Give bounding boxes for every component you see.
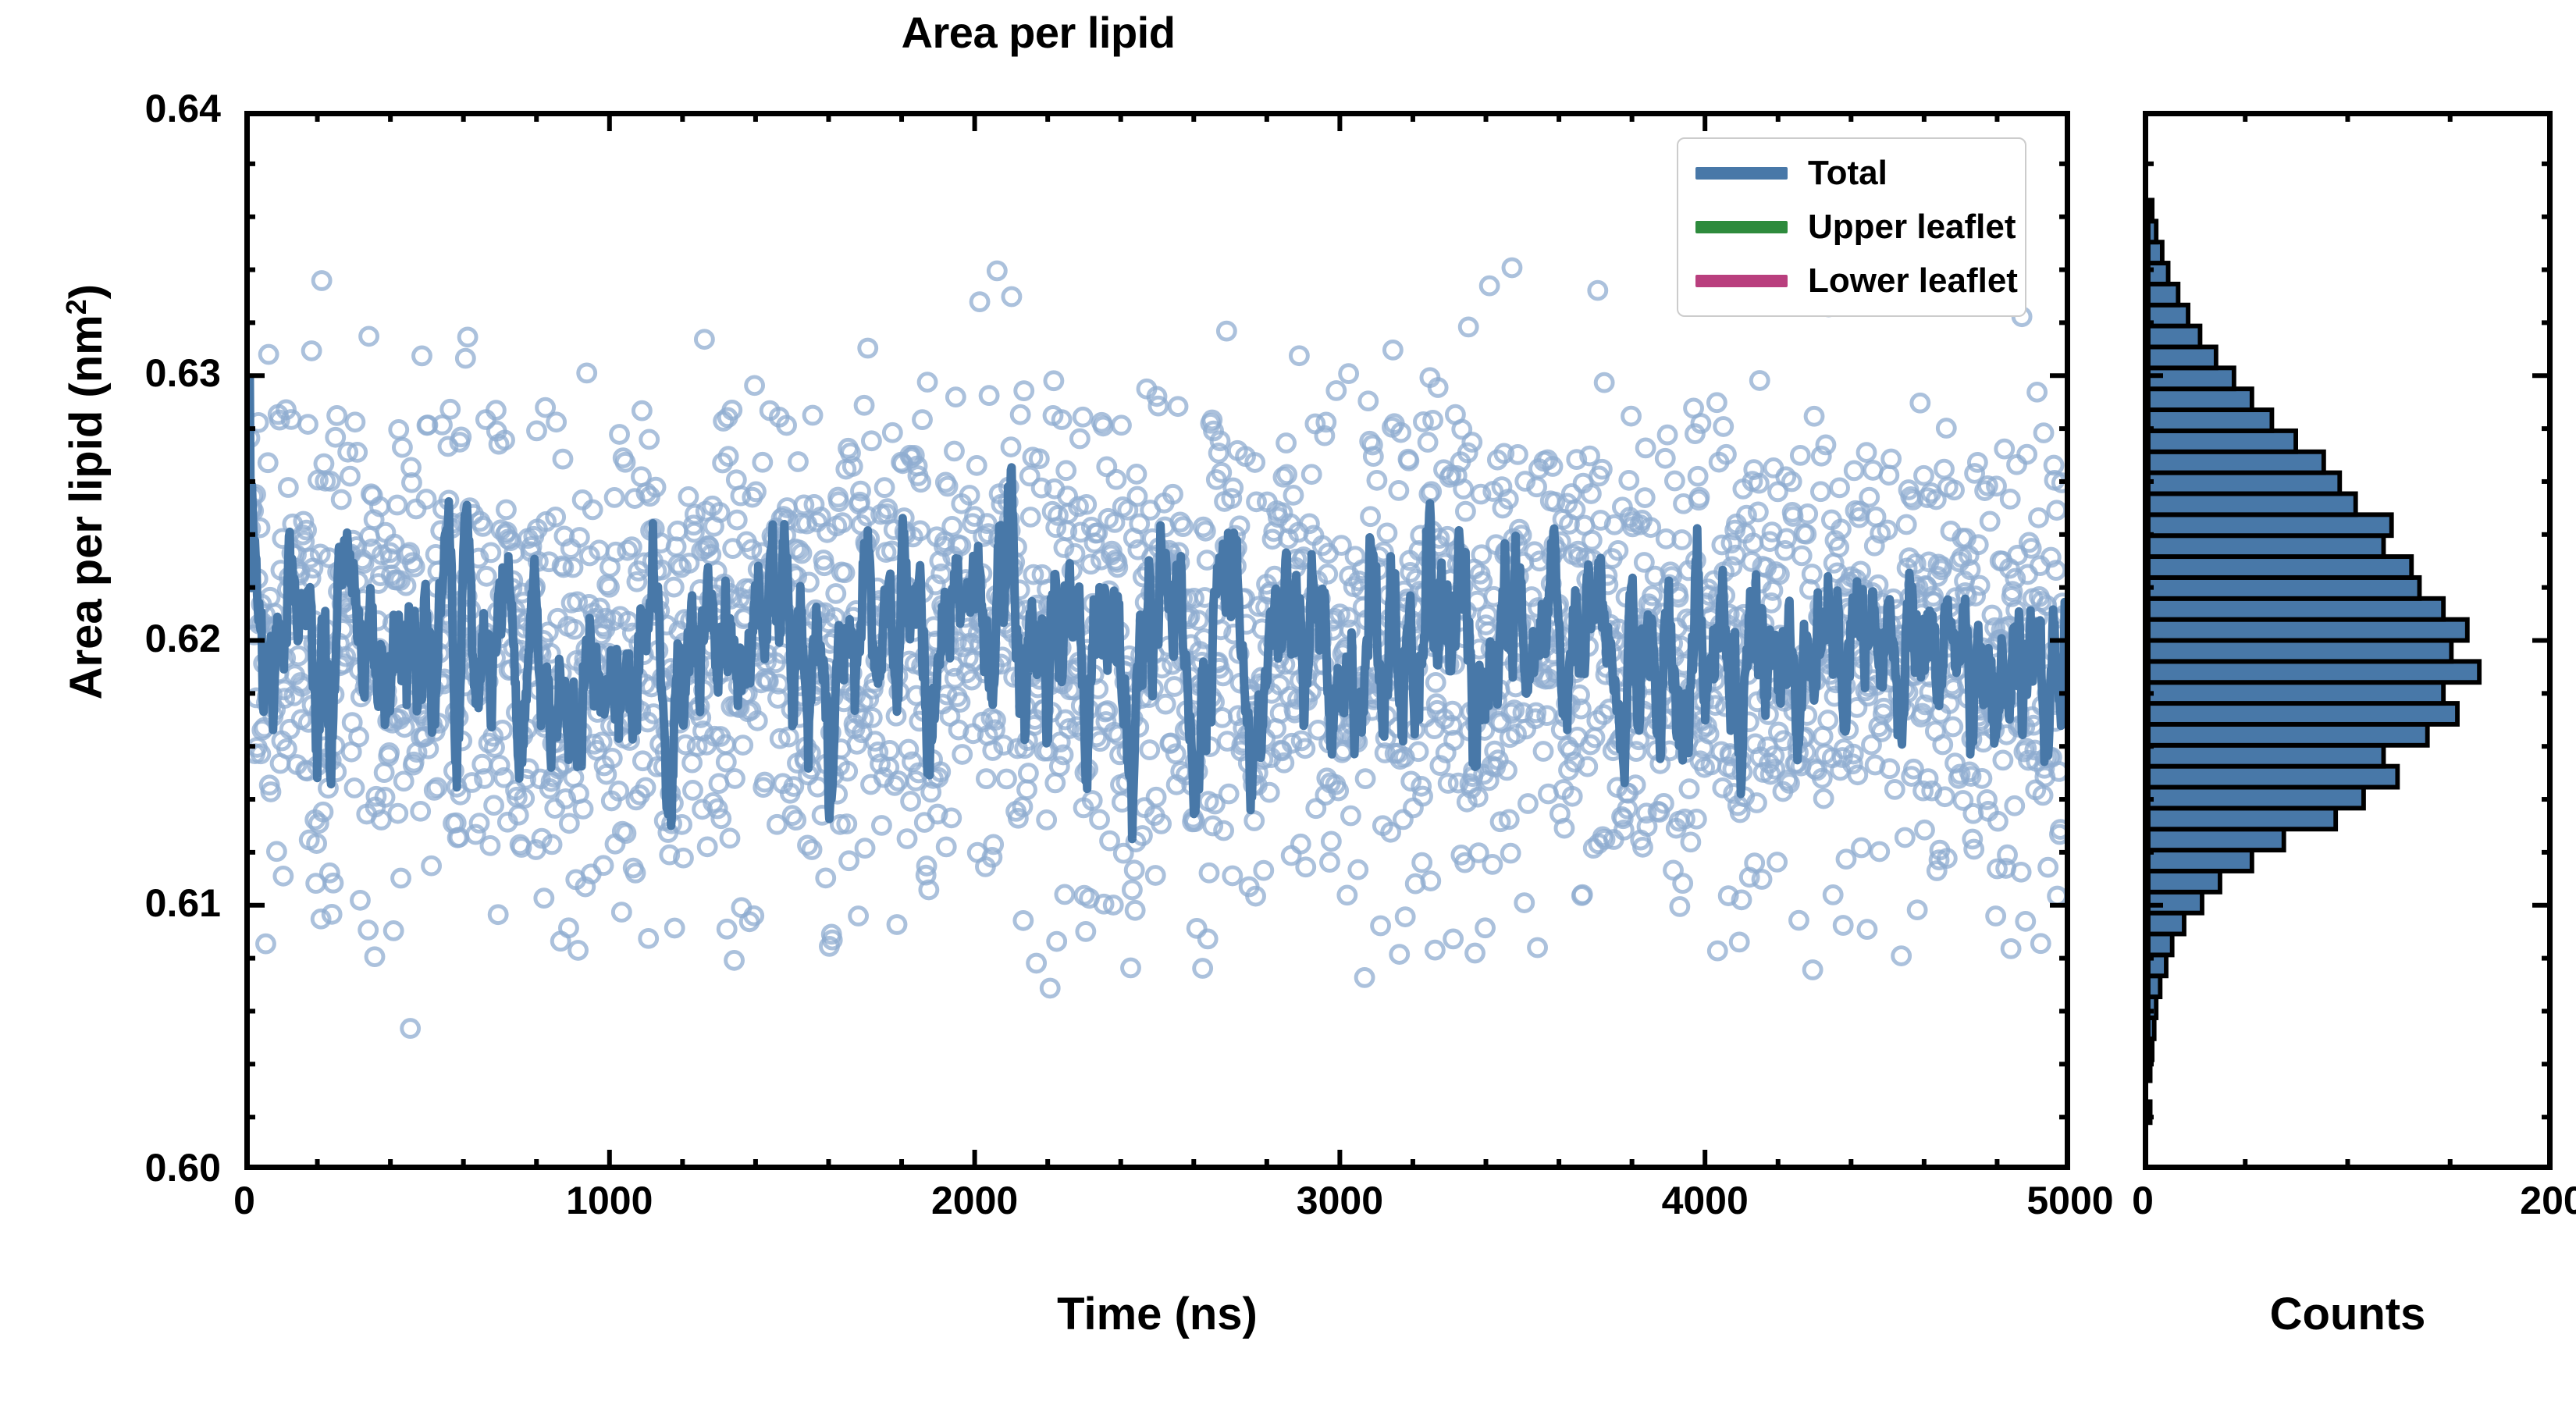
scatter-plot bbox=[250, 257, 2065, 1039]
legend-label-lower-leaflet: Lower leaflet bbox=[1808, 261, 2018, 300]
page-title: Area per lipid bbox=[901, 8, 1176, 57]
y-tick-label-0.60: 0.60 bbox=[144, 1146, 221, 1190]
y-axis-label-exponent: 2 bbox=[59, 299, 92, 315]
y-axis-label-suffix: ) bbox=[61, 283, 112, 300]
x-axis-label: Time (ns) bbox=[1057, 1289, 1258, 1339]
x-tick-label-5000: 5000 bbox=[2026, 1179, 2114, 1222]
legend-swatch-total bbox=[1695, 167, 1788, 180]
x-tick-label-4000: 4000 bbox=[1661, 1179, 1749, 1222]
legend-swatch-upper-leaflet bbox=[1695, 221, 1788, 233]
histogram-x-axis-label: Counts bbox=[2269, 1289, 2426, 1339]
y-tick-label-0.63: 0.63 bbox=[144, 351, 221, 396]
histogram-x-tick-label-0: 0 bbox=[2132, 1179, 2154, 1222]
legend-label-upper-leaflet: Upper leaflet bbox=[1808, 208, 2016, 246]
histogram-panel bbox=[2143, 111, 2553, 1170]
legend-label-total: Total bbox=[1808, 154, 1888, 192]
x-tick-label-2000: 2000 bbox=[930, 1179, 1019, 1222]
running-average-line bbox=[250, 374, 2065, 844]
histogram-plot bbox=[2148, 197, 2482, 1126]
legend-item-upper-leaflet[interactable]: Upper leaflet bbox=[1695, 210, 2016, 244]
histogram-x-tick-label-200: 200 bbox=[2520, 1179, 2576, 1222]
legend: Total Upper leaflet Lower leaflet bbox=[1677, 137, 2026, 317]
y-tick-label-0.64: 0.64 bbox=[144, 87, 221, 130]
legend-item-total[interactable]: Total bbox=[1695, 156, 2005, 190]
histogram-bars-group bbox=[2148, 197, 2482, 1126]
x-tick-label-1000: 1000 bbox=[566, 1179, 653, 1222]
x-tick-label-3000: 3000 bbox=[1296, 1179, 1383, 1222]
y-tick-label-0.61: 0.61 bbox=[144, 880, 221, 925]
legend-swatch-lower-leaflet bbox=[1695, 275, 1788, 287]
y-axis-label: Area per lipid (nm2) bbox=[59, 140, 112, 843]
x-tick-label-0: 0 bbox=[233, 1179, 255, 1222]
y-tick-label-0.62: 0.62 bbox=[144, 616, 221, 660]
legend-item-lower-leaflet[interactable]: Lower leaflet bbox=[1695, 264, 2018, 298]
